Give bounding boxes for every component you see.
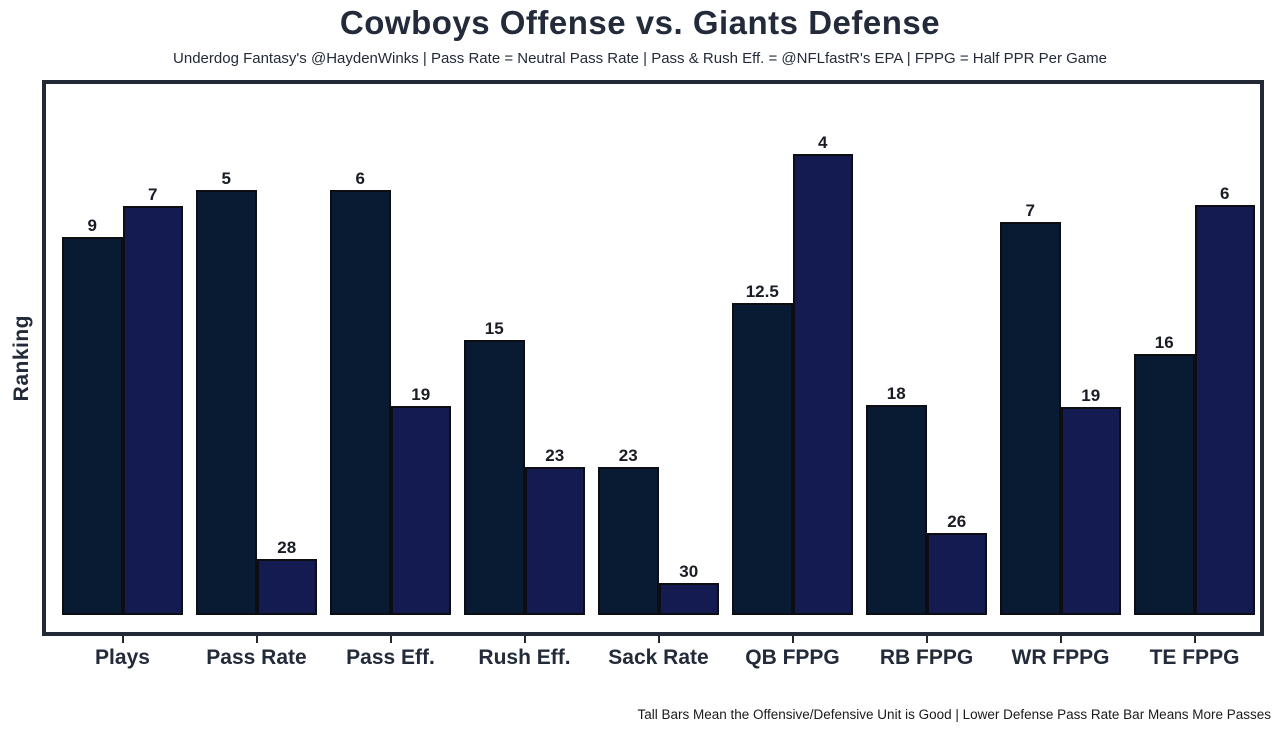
offense-bar xyxy=(464,340,525,615)
offense-bar xyxy=(732,303,793,615)
x-axis-cell: TE FPPG xyxy=(1134,636,1255,670)
x-axis-cell: RB FPPG xyxy=(866,636,987,670)
bar-value-label: 16 xyxy=(1154,333,1174,352)
x-axis-tick xyxy=(791,636,794,643)
bar-value-label: 18 xyxy=(886,384,906,403)
x-axis-label: Rush Eff. xyxy=(478,646,571,669)
defense-bar-column: 6 xyxy=(1194,184,1255,615)
defense-bar-column: 30 xyxy=(658,562,719,615)
x-axis-tick xyxy=(523,636,526,643)
chart-subtitle: Underdog Fantasy's @HaydenWinks | Pass R… xyxy=(173,50,1107,67)
x-axis-cell: Plays xyxy=(62,636,183,670)
offense-bar xyxy=(598,467,659,615)
x-axis-label: Plays xyxy=(95,646,150,669)
x-axis-tick xyxy=(1193,636,1196,643)
bar-value-label: 23 xyxy=(545,446,565,465)
bar-value-label: 12.5 xyxy=(745,282,779,301)
defense-bar-column: 23 xyxy=(524,446,585,615)
x-axis-label: QB FPPG xyxy=(745,646,840,669)
x-axis-cell: Sack Rate xyxy=(598,636,719,670)
bar-value-label: 15 xyxy=(484,319,504,338)
defense-bar-column: 4 xyxy=(792,133,853,615)
x-axis-label: Sack Rate xyxy=(608,646,709,669)
offense-bar xyxy=(866,405,927,615)
bar-group: 12.5 4 xyxy=(732,134,853,615)
bar-value-label: 23 xyxy=(618,446,638,465)
offense-bar xyxy=(1134,354,1195,615)
x-axis-label: TE FPPG xyxy=(1149,646,1240,669)
x-axis-tick xyxy=(389,636,392,643)
defense-bar-column: 26 xyxy=(926,512,987,615)
offense-bar xyxy=(62,237,123,615)
bar-value-label: 19 xyxy=(1081,386,1101,405)
offense-bar xyxy=(330,190,391,615)
offense-bar xyxy=(196,190,257,615)
footer-note: Tall Bars Mean the Offensive/Defensive U… xyxy=(637,707,1271,722)
bar-group: 15 23 xyxy=(464,320,585,615)
x-axis-cell: Rush Eff. xyxy=(464,636,585,670)
bar-value-label: 9 xyxy=(87,216,97,235)
offense-bar-column: 5 xyxy=(196,170,257,615)
x-axis-label: RB FPPG xyxy=(879,646,974,669)
x-axis-label: WR FPPG xyxy=(1011,646,1110,669)
x-axis-tick xyxy=(657,636,660,643)
x-axis-cell: QB FPPG xyxy=(732,636,853,670)
offense-bar-column: 6 xyxy=(330,170,391,615)
offense-bar xyxy=(1000,222,1061,615)
x-axis-cell: Pass Rate xyxy=(196,636,317,670)
bar-value-label: 19 xyxy=(411,385,431,404)
bar-value-label: 4 xyxy=(818,133,828,152)
y-axis-label: Ranking xyxy=(10,314,33,402)
bar-group: 23 30 xyxy=(598,447,719,615)
bar-value-label: 26 xyxy=(947,512,967,531)
x-axis-tick xyxy=(1059,636,1062,643)
x-axis-label: Pass Rate xyxy=(206,646,307,669)
bar-value-label: 5 xyxy=(221,169,231,188)
offense-bar-column: 23 xyxy=(598,447,659,615)
defense-bar xyxy=(256,559,317,615)
defense-bar xyxy=(792,154,853,615)
x-axis-tick xyxy=(255,636,258,643)
bar-value-label: 7 xyxy=(148,185,158,204)
defense-bar-column: 28 xyxy=(256,538,317,615)
defense-bar-column: 19 xyxy=(1060,386,1121,615)
x-axis-cell: WR FPPG xyxy=(1000,636,1121,670)
bar-group: 7 19 xyxy=(1000,202,1121,615)
plot-bars: 9 7 5 28 6 19 15 23 23 30 12.5 4 18 26 7 19 16 6 xyxy=(46,84,1260,632)
bar-value-label: 30 xyxy=(679,562,699,581)
defense-bar xyxy=(122,206,183,615)
defense-bar xyxy=(524,467,585,615)
bar-value-label: 28 xyxy=(277,538,297,557)
x-axis-tick xyxy=(121,636,124,643)
bar-group: 5 28 xyxy=(196,170,317,615)
defense-bar-column: 19 xyxy=(390,385,451,615)
offense-bar-column: 9 xyxy=(62,217,123,615)
defense-bar-column: 7 xyxy=(122,185,183,615)
offense-bar-column: 7 xyxy=(1000,202,1061,615)
bar-value-label: 6 xyxy=(1220,184,1230,203)
offense-bar-column: 15 xyxy=(464,320,525,615)
y-axis-label-box: Ranking xyxy=(0,80,44,636)
defense-bar xyxy=(1194,205,1255,615)
x-axis-cell: Pass Eff. xyxy=(330,636,451,670)
page-title: Cowboys Offense vs. Giants Defense xyxy=(339,4,941,41)
offense-bar-column: 16 xyxy=(1134,334,1195,615)
bar-value-label: 6 xyxy=(355,169,365,188)
x-axis-tick xyxy=(925,636,928,643)
bar-group: 16 6 xyxy=(1134,185,1255,615)
bar-group: 6 19 xyxy=(330,170,451,615)
defense-bar xyxy=(658,583,719,615)
bar-group: 18 26 xyxy=(866,385,987,615)
defense-bar xyxy=(390,406,451,615)
x-axis-label: Pass Eff. xyxy=(346,646,435,669)
x-axis-labels: Plays Pass Rate Pass Eff. Rush Eff. Sack Rat… xyxy=(42,636,1280,670)
defense-bar xyxy=(1060,407,1121,615)
offense-bar-column: 12.5 xyxy=(732,283,793,615)
bar-value-label: 7 xyxy=(1025,201,1035,220)
plot-area: 9 7 5 28 6 19 15 23 23 30 12.5 4 18 26 7 19 16 6 xyxy=(42,80,1264,636)
defense-bar xyxy=(926,533,987,615)
offense-bar-column: 18 xyxy=(866,385,927,615)
